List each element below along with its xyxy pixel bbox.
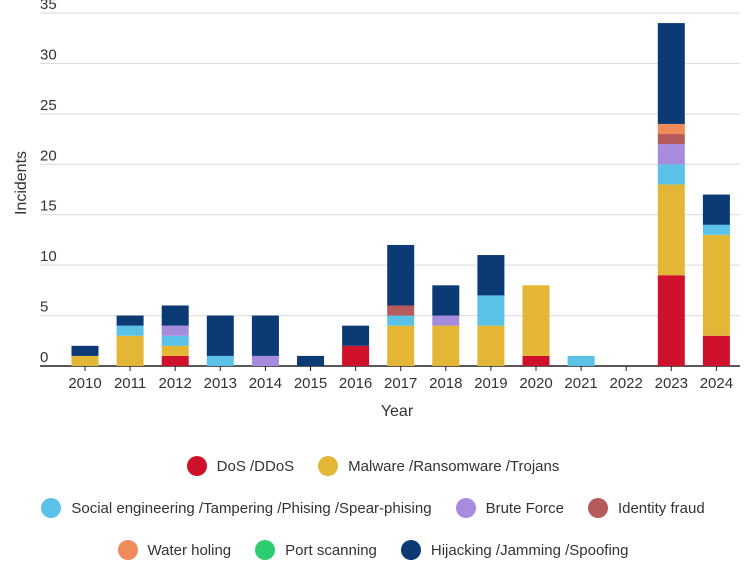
bar-segment bbox=[522, 355, 550, 366]
bar-segment bbox=[161, 345, 189, 356]
bars bbox=[71, 23, 730, 366]
bar-segment bbox=[342, 345, 370, 366]
bar-segment bbox=[702, 224, 730, 235]
bar-segment bbox=[657, 144, 685, 165]
legend-item: Malware /Ransomware /Trojans bbox=[318, 456, 559, 476]
legend-item: Port scanning bbox=[255, 540, 377, 560]
bar-segment bbox=[567, 355, 595, 366]
y-tick-labels: 0 5 10 15 20 25 30 35 bbox=[40, 0, 57, 366]
legend-label: Social engineering /Tampering /Phising /… bbox=[71, 499, 432, 517]
x-tick-label: 2017 bbox=[384, 375, 417, 392]
bar-segment bbox=[161, 335, 189, 346]
gridlines bbox=[40, 12, 740, 367]
legend-swatch-port-scanning bbox=[255, 540, 276, 560]
legend-swatch-social-engineering bbox=[41, 498, 62, 518]
legend-swatch-hijacking bbox=[400, 540, 421, 560]
bar-segment bbox=[657, 184, 685, 276]
x-tick-label: 2016 bbox=[339, 375, 372, 392]
legend-item: DoS /DDoS bbox=[186, 456, 295, 476]
bar-segment bbox=[702, 234, 730, 336]
legend-label: DoS /DDoS bbox=[216, 457, 295, 475]
bar-segment bbox=[477, 295, 505, 326]
bar-segment bbox=[161, 305, 189, 326]
legend-swatch-brute-force bbox=[455, 498, 476, 518]
legend-swatch-dos bbox=[186, 456, 207, 476]
legend-label: Hijacking /Jamming /Spoofing bbox=[430, 541, 629, 559]
bar-segment bbox=[71, 355, 99, 366]
bar-segment bbox=[161, 325, 189, 336]
y-tick-label: 35 bbox=[40, 0, 57, 13]
x-tick-label: 2023 bbox=[655, 375, 688, 392]
x-tick-label: 2014 bbox=[249, 375, 282, 392]
legend-label: Port scanning bbox=[285, 541, 377, 559]
legend-item: Hijacking /Jamming /Spoofing bbox=[400, 540, 629, 560]
bar-segment bbox=[387, 325, 415, 366]
x-tick-label: 2022 bbox=[610, 375, 643, 392]
bar-segment bbox=[387, 305, 415, 316]
bar-segment bbox=[657, 134, 685, 145]
y-tick-label: 20 bbox=[40, 147, 57, 164]
x-tick-label: 2011 bbox=[114, 375, 146, 392]
legend-row-3: Water holing Port scanning Hijacking /Ja… bbox=[0, 540, 746, 560]
legend-swatch-identity-fraud bbox=[587, 498, 608, 518]
bar-segment bbox=[477, 325, 505, 366]
bar-segment bbox=[477, 255, 505, 296]
legend-swatch-water-holing bbox=[117, 540, 138, 560]
y-tick-label: 15 bbox=[40, 198, 57, 215]
y-tick-label: 0 bbox=[40, 349, 48, 366]
x-tick-labels: 2010 2011 2012 2013 2014 2015 2016 2017 2018 2019… bbox=[68, 366, 733, 392]
legend-row-2: Social engineering /Tampering /Phising /… bbox=[0, 498, 746, 518]
x-tick-label: 2013 bbox=[204, 375, 237, 392]
bar-segment bbox=[116, 315, 144, 326]
legend-label: Malware /Ransomware /Trojans bbox=[348, 457, 560, 475]
x-tick-label: 2018 bbox=[429, 375, 462, 392]
legend-item: Water holing bbox=[117, 540, 232, 560]
bar-segment bbox=[432, 325, 460, 366]
x-axis-label: Year bbox=[381, 403, 414, 420]
legend-item: Social engineering /Tampering /Phising /… bbox=[41, 498, 432, 518]
bar-segment bbox=[657, 123, 685, 135]
legend-label: Brute Force bbox=[485, 499, 564, 517]
legend-label: Identity fraud bbox=[617, 499, 705, 517]
x-tick-label: 2021 bbox=[564, 375, 597, 392]
bar-segment bbox=[522, 285, 550, 356]
bar-segment bbox=[297, 355, 324, 366]
y-axis-label: Incidents bbox=[13, 151, 30, 215]
bar-segment bbox=[432, 315, 460, 326]
y-tick-label: 25 bbox=[40, 97, 57, 114]
bar-segment bbox=[432, 285, 460, 316]
bar-segment bbox=[206, 355, 234, 366]
x-tick-label: 2019 bbox=[474, 375, 507, 392]
bar-segment bbox=[161, 355, 189, 366]
bar-segment bbox=[116, 335, 144, 366]
y-tick-label: 10 bbox=[40, 248, 57, 265]
x-tick-label: 2020 bbox=[519, 375, 552, 392]
y-tick-label: 30 bbox=[40, 46, 57, 63]
bar-segment bbox=[702, 335, 730, 366]
legend-item: Brute Force bbox=[455, 498, 564, 518]
legend-swatch-malware bbox=[318, 456, 339, 476]
bar-segment bbox=[657, 164, 685, 185]
bar-segment bbox=[71, 345, 99, 356]
bar-segment bbox=[116, 325, 144, 336]
legend-item: Identity fraud bbox=[587, 498, 705, 518]
legend-row-1: DoS /DDoS Malware /Ransomware /Trojans bbox=[0, 456, 746, 476]
legend-label: Water holing bbox=[147, 541, 232, 559]
bar-segment bbox=[251, 315, 279, 356]
x-tick-label: 2010 bbox=[68, 375, 101, 392]
bar-segment bbox=[206, 315, 234, 356]
x-tick-label: 2024 bbox=[700, 375, 733, 392]
bar-segment bbox=[657, 275, 685, 366]
bar-segment bbox=[387, 244, 415, 306]
bar-segment bbox=[702, 194, 730, 225]
y-tick-label: 5 bbox=[40, 299, 48, 316]
bar-segment bbox=[657, 23, 685, 124]
bar-segment bbox=[342, 325, 370, 346]
x-tick-label: 2012 bbox=[159, 375, 192, 392]
bar-segment bbox=[251, 355, 279, 366]
x-tick-label: 2015 bbox=[294, 375, 327, 392]
bar-segment bbox=[387, 315, 415, 326]
